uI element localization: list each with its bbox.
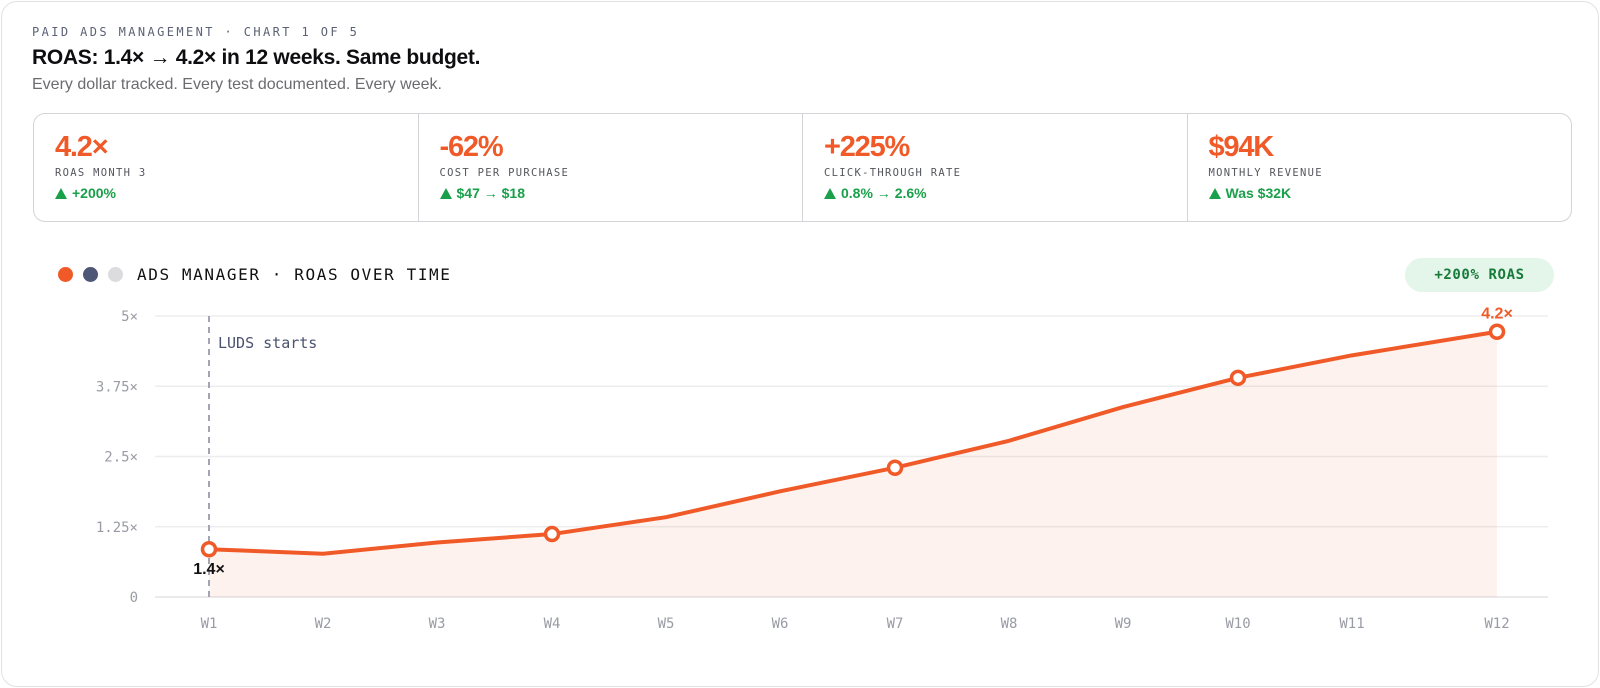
x-tick-label: W12 — [1484, 616, 1509, 632]
window-dot-icon — [108, 266, 123, 282]
kpi-cost-per-purchase: -62% COST PER PURCHASE $47 → $18 — [419, 114, 803, 221]
data-point — [543, 525, 561, 543]
kpi-delta-text: 0.8% → 2.6% — [841, 185, 927, 201]
kpi-delta-text: Was $32K — [1225, 185, 1292, 201]
area-fill — [209, 331, 1497, 597]
x-tick-label: W8 — [1001, 616, 1018, 632]
y-tick-label: 3.75× — [96, 379, 138, 395]
kpi-value: $94K — [1208, 131, 1275, 163]
x-tick-label: W10 — [1225, 616, 1250, 632]
kpi-delta: +200% — [55, 185, 116, 201]
kpi-strip: 4.2× ROAS MONTH 3 +200% -62% COST PER PU… — [33, 113, 1572, 222]
data-point — [200, 540, 218, 558]
kpi-monthly-revenue: $94K MONTHLY REVENUE Was $32K — [1188, 114, 1572, 221]
x-tick-label: W3 — [429, 616, 446, 632]
kpi-delta: Was $32K — [1208, 185, 1292, 201]
annotation-label: LUDS starts — [218, 334, 317, 352]
kpi-ctr: +225% CLICK-THROUGH RATE 0.8% → 2.6% — [803, 114, 1188, 221]
kpi-delta: 0.8% → 2.6% — [824, 185, 927, 201]
kpi-delta: $47 → $18 — [439, 185, 526, 201]
arrow-up-icon — [55, 187, 67, 199]
kpi-value: +225% — [824, 131, 910, 163]
data-label: 1.4× — [193, 561, 225, 578]
window-dot-icon — [58, 266, 73, 282]
data-point — [1229, 369, 1247, 387]
chart-header: ADS MANAGER · ROAS OVER TIME — [58, 264, 452, 284]
kpi-value: 4.2× — [55, 131, 109, 163]
arrow-up-icon — [439, 187, 452, 199]
x-tick-label: W7 — [887, 616, 904, 632]
kpi-label: ROAS MONTH 3 — [55, 167, 147, 179]
kpi-value: -62% — [439, 131, 504, 163]
kpi-delta-text: +200% — [72, 185, 116, 201]
x-tick-label: W6 — [772, 616, 789, 632]
series-line — [207, 329, 1499, 556]
data-point — [886, 459, 904, 476]
x-tick-label: W9 — [1115, 616, 1132, 632]
kpi-label: COST PER PURCHASE — [439, 167, 570, 179]
roas-badge: +200% ROAS — [1405, 258, 1554, 292]
x-tick-label: W4 — [544, 616, 561, 632]
chart-header-label: ADS MANAGER · ROAS OVER TIME — [137, 264, 452, 284]
eyebrow-label: PAID ADS MANAGEMENT · CHART 1 OF 5 — [32, 25, 360, 39]
arrow-up-icon — [824, 187, 836, 199]
x-tick-label: W2 — [315, 616, 332, 632]
y-tick-label: 5× — [121, 309, 138, 325]
y-tick-label: 1.25× — [96, 520, 138, 536]
page-subtitle: Every dollar tracked. Every test documen… — [32, 76, 442, 93]
kpi-label: CLICK-THROUGH RATE — [824, 167, 962, 179]
y-tick-label: 2.5× — [104, 450, 138, 466]
y-tick-label: 0 — [130, 590, 138, 606]
kpi-roas: 4.2× ROAS MONTH 3 +200% — [34, 114, 419, 221]
x-tick-label: W11 — [1339, 616, 1364, 632]
window-dot-icon — [83, 266, 98, 282]
x-tick-label: W1 — [201, 616, 218, 632]
kpi-delta-text: $47 → $18 — [456, 185, 526, 201]
kpi-label: MONTHLY REVENUE — [1208, 167, 1323, 179]
arrow-up-icon — [1208, 187, 1221, 199]
x-tick-label: W5 — [658, 616, 675, 632]
data-label: 4.2× — [1481, 306, 1513, 323]
page-title: ROAS: 1.4× → 4.2× in 12 weeks. Same budg… — [32, 46, 481, 69]
data-point — [1488, 323, 1506, 340]
